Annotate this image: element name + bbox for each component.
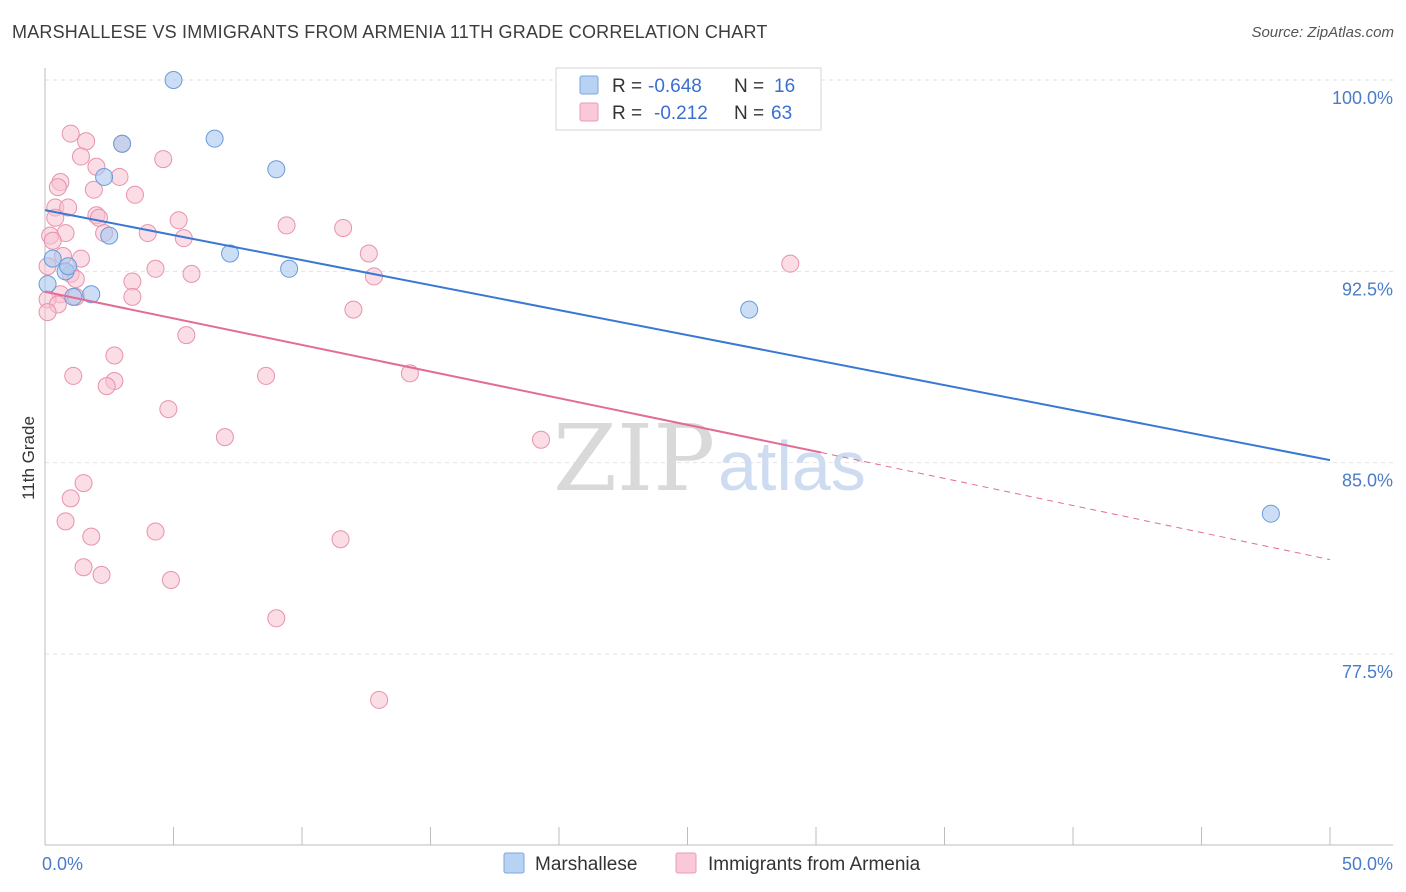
armenia-point-16 xyxy=(169,211,188,230)
y-tick-label-1: 92.5% xyxy=(1342,279,1393,299)
marshallese-point-4 xyxy=(95,167,114,186)
series-marshallese-points xyxy=(38,71,1280,523)
armenia-point-21 xyxy=(138,224,157,243)
armenia-point-43 xyxy=(177,326,196,345)
stats-legend-r-value-2: -0.212 xyxy=(654,103,708,124)
armenia-point-32 xyxy=(182,264,201,283)
watermark-zip: ZIP xyxy=(553,405,715,512)
marshallese-point-8 xyxy=(43,249,62,268)
armenia-trend-line xyxy=(44,290,822,454)
legend-marshallese-swatch xyxy=(503,852,525,874)
trend-lines xyxy=(44,209,1331,561)
marshallese-point-14 xyxy=(740,300,759,319)
armenia-point-54 xyxy=(61,489,80,508)
marshallese-point-0 xyxy=(164,71,183,89)
y-axis-label: 11th Grade xyxy=(19,416,38,500)
armenia-point-9 xyxy=(84,180,103,199)
armenia-point-30 xyxy=(146,259,165,278)
armenia-point-28 xyxy=(781,254,800,273)
stats-legend: R = -0.648 N = 16 R = -0.212 N = 63 xyxy=(555,67,822,131)
armenia-point-60 xyxy=(92,565,111,584)
armenia-point-8 xyxy=(48,178,67,197)
armenia-point-63 xyxy=(370,690,389,709)
armenia-point-25 xyxy=(359,244,378,263)
stats-legend-n-value-2: 63 xyxy=(771,103,792,124)
stats-legend-n-label-1: N = xyxy=(734,76,764,97)
marshallese-point-7 xyxy=(280,259,299,278)
armenia-point-61 xyxy=(161,571,180,590)
armenia-point-1 xyxy=(77,132,96,151)
y-tick-label-2: 85.0% xyxy=(1342,471,1393,491)
armenia-point-38 xyxy=(123,287,142,306)
legend-armenia-label: Immigrants from Armenia xyxy=(708,854,921,875)
marshallese-point-10 xyxy=(59,257,78,276)
armenia-point-15 xyxy=(89,208,108,227)
armenia-point-10 xyxy=(125,185,144,204)
armenia-point-49 xyxy=(97,377,116,396)
armenia-point-59 xyxy=(74,558,93,577)
armenia-point-56 xyxy=(146,522,165,541)
armenia-point-58 xyxy=(331,530,350,549)
armenia-point-51 xyxy=(215,428,234,447)
grid-lines xyxy=(45,79,1393,655)
watermark-atlas: atlas xyxy=(718,427,866,505)
x-tick-label-0: 0.0% xyxy=(42,854,83,874)
armenia-point-53 xyxy=(74,474,93,493)
marshallese-point-2 xyxy=(205,129,224,148)
chart-title: MARSHALLESE VS IMMIGRANTS FROM ARMENIA 1… xyxy=(12,22,768,42)
stats-legend-armenia-swatch xyxy=(579,102,599,122)
armenia-point-62 xyxy=(267,609,286,628)
marshallese-point-15 xyxy=(1261,504,1280,523)
armenia-point-33 xyxy=(364,267,383,286)
chart-source: Source: ZipAtlas.com xyxy=(1251,24,1394,41)
series-legend: Marshallese Immigrants from Armenia xyxy=(503,852,921,875)
stats-legend-r-label-2: R = xyxy=(612,103,642,124)
marshallese-trend-line xyxy=(44,209,1331,462)
armenia-point-55 xyxy=(56,512,75,531)
armenia-point-18 xyxy=(334,218,353,237)
armenia-point-50 xyxy=(159,400,178,419)
stats-legend-r-label-1: R = xyxy=(612,76,642,97)
legend-armenia-label-swatch xyxy=(675,852,697,874)
axes xyxy=(44,68,1393,846)
stats-legend-r-value-1: -0.648 xyxy=(648,76,702,97)
watermark: ZIP atlas xyxy=(553,405,866,512)
armenia-point-35 xyxy=(123,272,142,291)
stats-legend-marshallese-swatch xyxy=(579,75,599,95)
marshallese-point-1 xyxy=(113,134,132,153)
marshallese-point-11 xyxy=(38,275,57,294)
legend-marshallese-label: Marshallese xyxy=(535,854,637,875)
marshallese-point-5 xyxy=(100,226,119,245)
armenia-point-3 xyxy=(71,147,90,166)
armenia-point-6 xyxy=(110,167,129,186)
armenia-point-17 xyxy=(277,216,296,235)
armenia-point-41 xyxy=(344,300,363,319)
armenia-point-46 xyxy=(257,366,276,385)
armenia-point-52 xyxy=(532,430,551,449)
armenia-point-24 xyxy=(43,231,62,250)
armenia-point-4 xyxy=(154,150,173,169)
stats-legend-n-label-2: N = xyxy=(734,103,764,124)
marshallese-point-6 xyxy=(221,244,240,263)
tick-labels: 100.0% 92.5% 85.0% 77.5% 0.0% 50.0% xyxy=(42,88,1393,874)
stats-legend-n-value-1: 16 xyxy=(774,76,795,97)
armenia-point-57 xyxy=(82,527,101,546)
y-tick-label-3: 77.5% xyxy=(1342,662,1393,682)
y-tick-label-0: 100.0% xyxy=(1332,88,1393,108)
marshallese-point-13 xyxy=(82,285,101,304)
armenia-point-12 xyxy=(59,198,78,217)
armenia-point-42 xyxy=(38,303,57,322)
armenia-point-45 xyxy=(64,366,83,385)
marshallese-point-3 xyxy=(267,160,286,179)
armenia-trend-line-extension xyxy=(821,451,1331,561)
x-tick-label-1: 50.0% xyxy=(1342,854,1393,874)
stats-legend-box xyxy=(555,67,822,131)
armenia-point-44 xyxy=(105,346,124,365)
armenia-point-0 xyxy=(61,124,80,143)
